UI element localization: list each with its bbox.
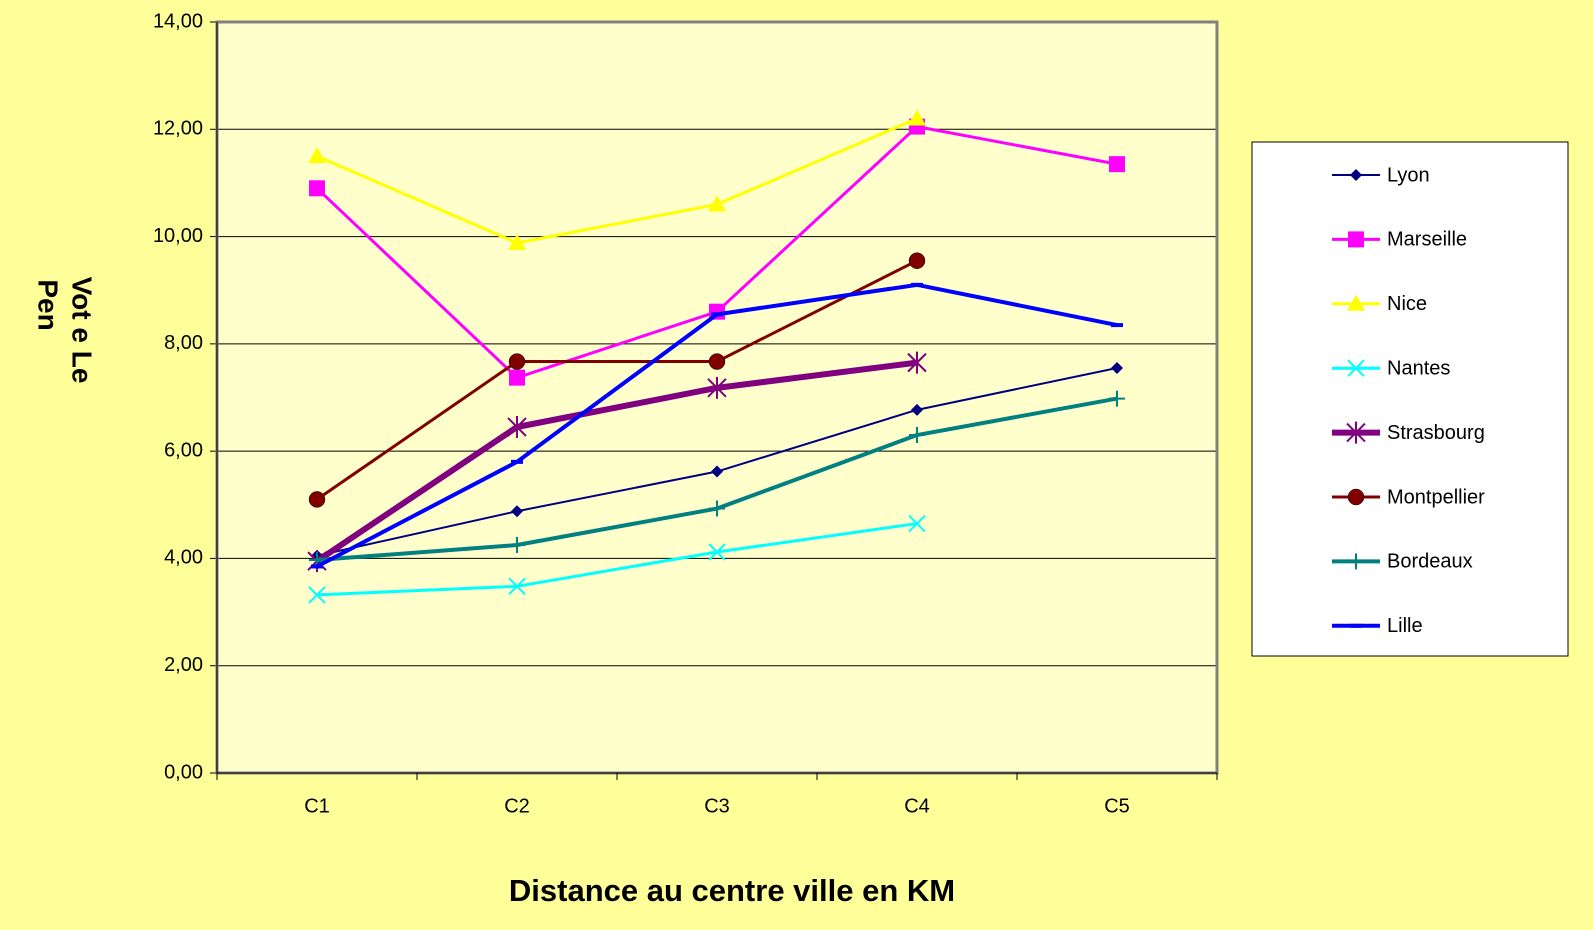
x-tick-label: C1 <box>304 795 330 817</box>
marker <box>711 465 723 478</box>
marker <box>508 577 526 596</box>
series-line <box>316 117 918 245</box>
marker <box>1109 156 1125 173</box>
marker <box>1348 231 1364 248</box>
y-tick-label: 10,00 <box>153 225 203 247</box>
marker <box>309 180 325 197</box>
legend-label: Lille <box>1387 615 1423 637</box>
y-axis-label: Pen <box>33 279 64 330</box>
marker <box>308 147 326 164</box>
marker <box>308 586 326 604</box>
series-line <box>315 359 918 564</box>
marker <box>908 109 926 126</box>
legend-box <box>1251 141 1569 657</box>
legend-label: Nantes <box>1387 357 1450 379</box>
legend-label: Nice <box>1387 293 1427 315</box>
series-line <box>316 522 918 597</box>
marker <box>908 252 926 269</box>
y-tick-label: 6,00 <box>164 439 203 461</box>
marker <box>511 505 523 518</box>
x-tick-label: C3 <box>704 795 730 817</box>
marker <box>1346 421 1366 444</box>
marker <box>708 543 726 561</box>
marker <box>1347 359 1365 377</box>
marker <box>1347 488 1365 506</box>
y-tick-label: 0,00 <box>164 761 203 783</box>
y-tick-label: 12,00 <box>153 118 203 140</box>
x-tick-label: C4 <box>904 795 930 817</box>
marker <box>907 351 927 374</box>
marker <box>708 353 726 370</box>
legend-label: Montpellier <box>1387 486 1485 508</box>
marker <box>709 500 725 517</box>
legend-label: Lyon <box>1387 164 1430 186</box>
y-axis-label-group: Vot e Le Pen <box>33 277 98 384</box>
marker <box>1347 294 1365 311</box>
marker <box>509 537 525 554</box>
y-tick-label: 8,00 <box>164 332 203 354</box>
series-line <box>316 259 918 501</box>
marker <box>708 195 726 212</box>
marker <box>308 491 326 508</box>
marker <box>911 403 923 416</box>
marker <box>1111 361 1123 374</box>
marker <box>909 427 925 444</box>
marker <box>1350 169 1362 181</box>
x-tick-label: C5 <box>1104 795 1130 817</box>
marker <box>707 376 727 399</box>
marker <box>508 234 526 251</box>
x-axis-label: Distance au centre ville en KM <box>509 873 955 908</box>
legend-label: Strasbourg <box>1387 422 1485 444</box>
x-tick-label: C2 <box>504 795 530 817</box>
y-axis-label: Vot e Le <box>67 277 98 384</box>
y-tick-label: 2,00 <box>164 654 203 676</box>
marker <box>1109 390 1125 407</box>
marker <box>507 416 527 439</box>
marker <box>1348 553 1364 570</box>
y-tick-label: 14,00 <box>153 10 203 32</box>
marker <box>509 369 525 386</box>
marker <box>508 353 526 370</box>
legend-label: Bordeaux <box>1387 551 1473 573</box>
marker <box>908 514 926 533</box>
legend-label: Marseille <box>1387 229 1467 251</box>
y-tick-label: 4,00 <box>164 547 203 569</box>
